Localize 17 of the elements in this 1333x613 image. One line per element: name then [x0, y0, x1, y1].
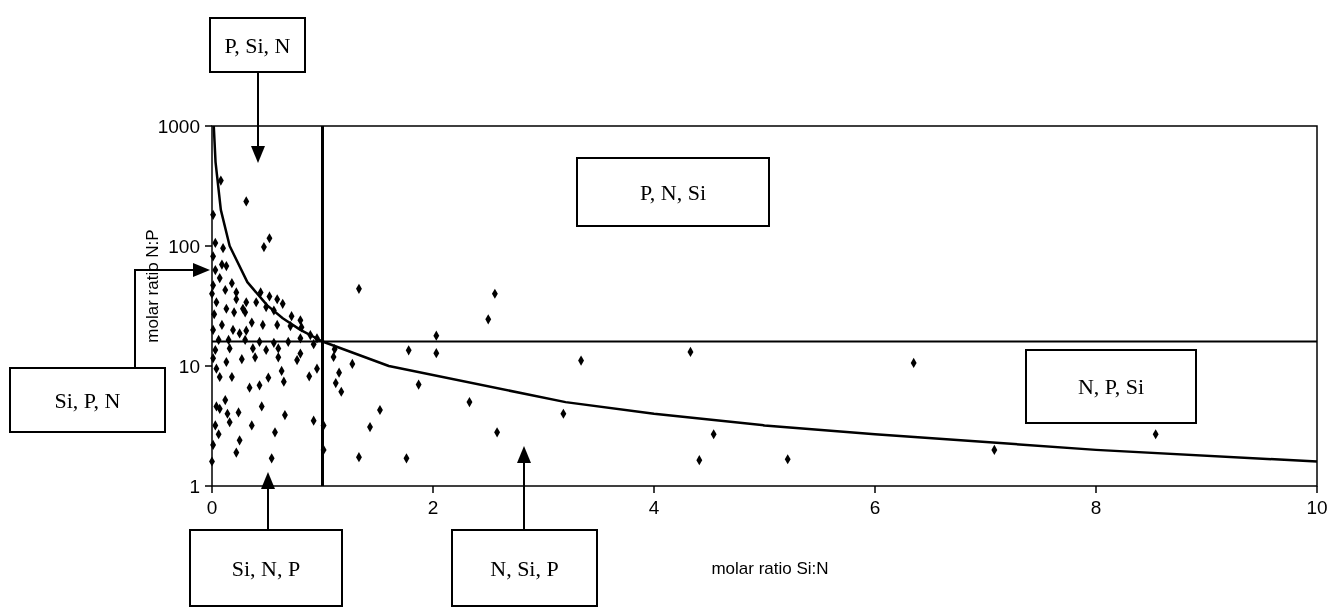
- x-tick-label: 2: [427, 497, 439, 518]
- y-tick-label: 1000: [157, 115, 200, 137]
- text: Si, P, N: [54, 387, 121, 413]
- text: Si, N, P: [231, 555, 301, 581]
- y-tick-label: 100: [168, 235, 200, 257]
- x-tick-label: 8: [1090, 497, 1102, 518]
- x-tick-label: 6: [869, 497, 881, 518]
- x-axis-title: molar ratio Si:N: [711, 559, 829, 578]
- annotation: N, P, Si: [1077, 374, 1145, 400]
- y-tick-label: 1: [189, 475, 200, 497]
- text: N, Si, P: [490, 555, 559, 581]
- annotation: P, N, Si: [639, 179, 707, 205]
- x-tick-label: 4: [648, 497, 660, 518]
- y-tick-label: 10: [178, 355, 200, 377]
- text: P, Si, N: [224, 32, 291, 58]
- x-tick-label: 0: [206, 497, 218, 518]
- x-tick-label: 10: [1306, 497, 1328, 518]
